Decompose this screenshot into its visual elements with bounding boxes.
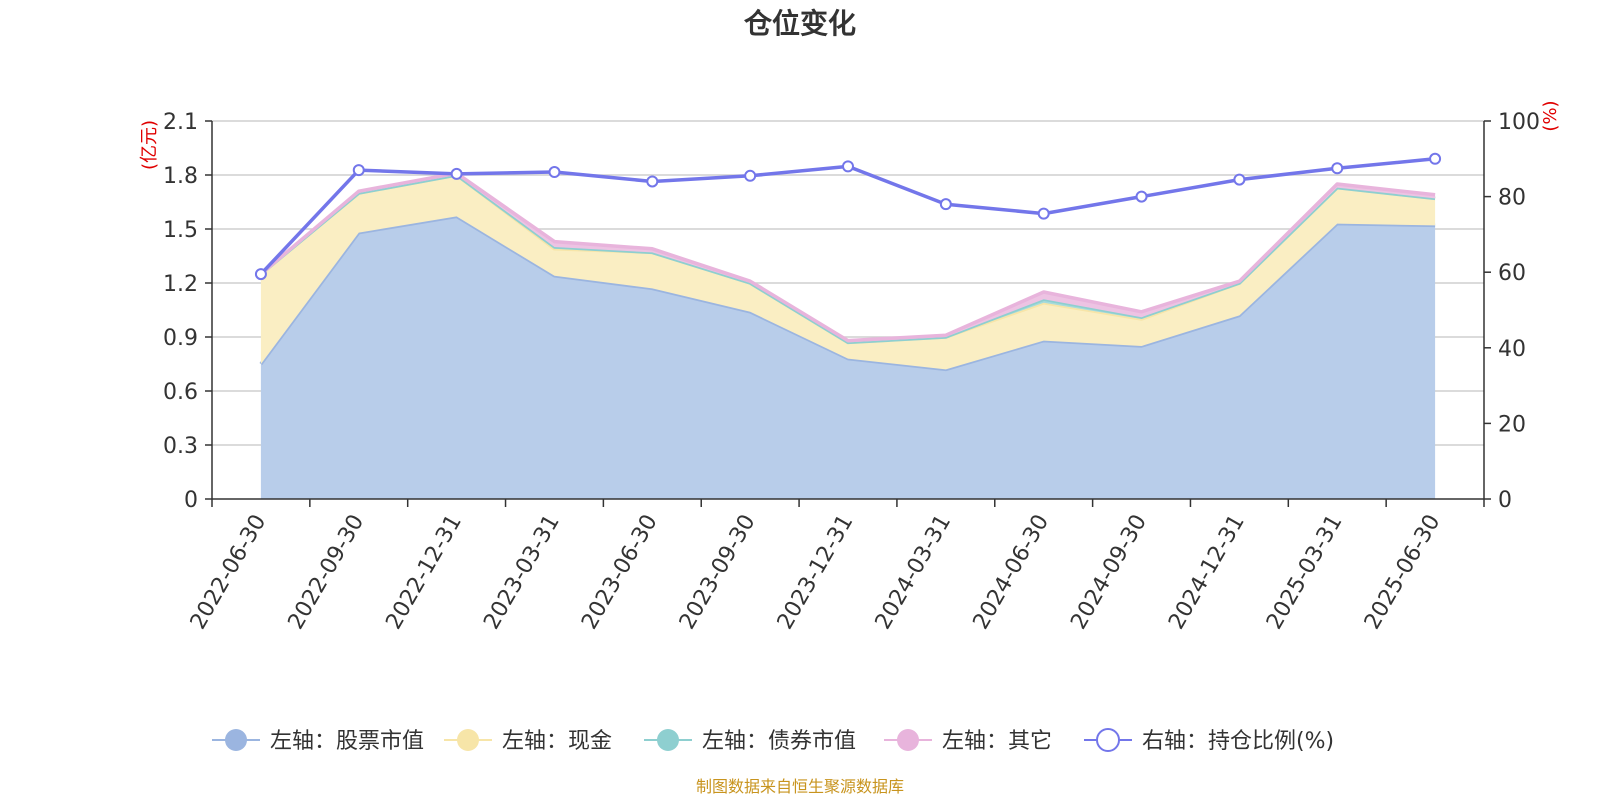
legend-item[interactable]: 左轴：债券市值 — [644, 729, 856, 754]
legend-label: 左轴：其它 — [942, 729, 1052, 754]
legend-label: 左轴：债券市值 — [702, 729, 856, 754]
legend-item[interactable]: 左轴：股票市值 — [212, 729, 424, 754]
right-tick-label: 100 — [1498, 110, 1540, 135]
right-tick-label: 0 — [1498, 488, 1512, 513]
left-tick-label: 0 — [184, 488, 198, 513]
ratio-point — [254, 268, 267, 281]
left-tick-label: 1.8 — [163, 164, 198, 189]
left-tick-label: 1.2 — [163, 272, 198, 297]
right-tick-label: 80 — [1498, 186, 1526, 211]
x-tick-label: 2024-12-31 — [1164, 511, 1250, 634]
right-axis-unit: (%) — [1540, 100, 1561, 131]
stacked-areas — [259, 171, 1436, 499]
legend-marker — [225, 729, 247, 751]
area-左轴：现金 — [260, 175, 1436, 370]
x-tick-label: 2024-09-30 — [1066, 511, 1152, 634]
x-tick-label: 2025-06-30 — [1360, 511, 1446, 634]
legend-item[interactable]: 左轴：其它 — [884, 729, 1052, 754]
legend-marker — [897, 729, 919, 751]
ratio-point — [352, 164, 365, 177]
ratio-point — [1331, 162, 1344, 175]
x-tick-label: 2023-09-30 — [675, 511, 761, 634]
x-tick-label: 2024-03-31 — [871, 511, 957, 634]
right-tick-label: 20 — [1498, 412, 1526, 437]
x-tick-label: 2023-03-31 — [479, 511, 565, 634]
ratio-point — [548, 166, 561, 179]
ratio-point — [939, 198, 952, 211]
ratio-point — [842, 160, 854, 173]
x-tick-label: 2025-03-31 — [1262, 511, 1348, 634]
legend-marker — [457, 729, 479, 751]
x-tick-label: 2022-12-31 — [381, 510, 467, 633]
legend-marker — [1096, 728, 1120, 752]
ratio-point — [1429, 152, 1442, 165]
legend[interactable]: 左轴：股票市值 左轴：现金 左轴：债券市值 左轴：其它 右轴：持仓比例(%) — [212, 728, 1334, 754]
x-tick-label: 2022-06-30 — [186, 511, 272, 634]
area-左轴：股票市值 — [260, 216, 1436, 499]
x-tick-label: 2023-06-30 — [577, 511, 663, 634]
left-axis-unit: (亿元) — [139, 120, 160, 170]
legend-item[interactable]: 右轴：持仓比例(%) — [1084, 728, 1334, 754]
ratio-point — [744, 169, 757, 182]
series-lines — [254, 152, 1442, 281]
ratio-point — [1037, 207, 1050, 220]
chart-title: 仓位变化 — [744, 7, 856, 40]
legend-item[interactable]: 左轴：现金 — [444, 729, 612, 754]
left-tick-label: 2.1 — [163, 110, 198, 135]
ratio-point — [450, 167, 463, 180]
right-tick-label: 40 — [1498, 337, 1526, 362]
source-note: 制图数据来自恒生聚源数据库 — [696, 777, 904, 796]
legend-label: 左轴：现金 — [502, 729, 612, 754]
right-tick-label: 60 — [1498, 261, 1526, 286]
left-tick-label: 0.6 — [163, 380, 198, 405]
left-tick-label: 0.9 — [163, 326, 198, 351]
x-tick-label: 2023-12-31 — [773, 511, 859, 634]
ratio-point — [1135, 190, 1148, 203]
ratio-point — [646, 175, 659, 188]
legend-label: 左轴：股票市值 — [270, 729, 424, 754]
legend-label: 右轴：持仓比例(%) — [1142, 729, 1334, 754]
ratio-point — [1233, 173, 1246, 186]
legend-marker — [657, 729, 679, 751]
left-tick-label: 0.3 — [163, 434, 198, 459]
x-tick-label: 2022-09-30 — [284, 511, 370, 634]
left-tick-label: 1.5 — [163, 218, 198, 243]
x-tick-label: 2024-06-30 — [969, 511, 1055, 634]
